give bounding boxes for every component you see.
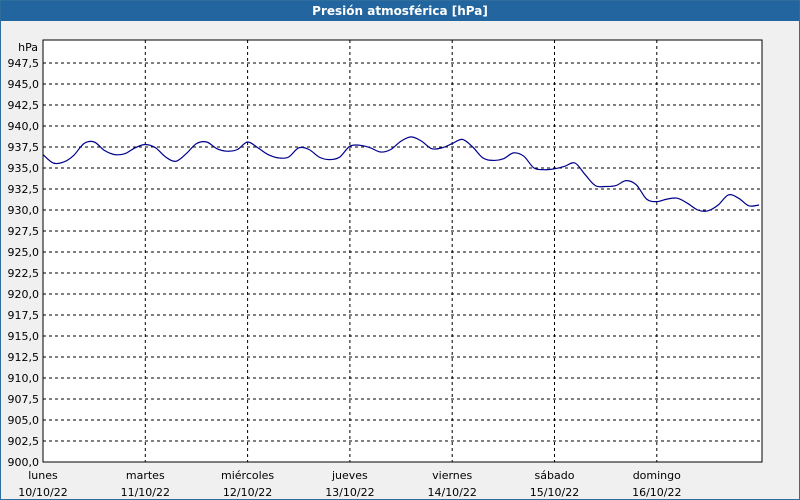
series-line bbox=[42, 136, 760, 212]
y-tick-label: 907,5 bbox=[8, 393, 40, 406]
x-tick-day-label: viernes bbox=[432, 469, 472, 482]
x-tick-day-label: miércoles bbox=[221, 469, 274, 482]
y-tick-label: 932,5 bbox=[8, 183, 40, 196]
y-tick-label: 947,5 bbox=[8, 57, 40, 70]
y-tick-label: 922,5 bbox=[8, 267, 40, 280]
y-tick-label: 900,0 bbox=[8, 456, 40, 469]
x-tick-day-label: lunes bbox=[28, 469, 58, 482]
x-tick-date-label: 15/10/22 bbox=[530, 486, 579, 499]
y-axis-unit-label: hPa bbox=[18, 41, 38, 54]
y-tick-label: 927,5 bbox=[8, 225, 40, 238]
y-tick-label: 912,5 bbox=[8, 351, 40, 364]
y-axis: 900,0 902,5 905,0 907,5 910,0 912,5 915,0 917,5… bbox=[8, 57, 40, 469]
plot-area bbox=[42, 39, 763, 463]
pressure-chart: 900,0 902,5 905,0 907,5 910,0 912,5 915,0 917,5… bbox=[8, 39, 763, 499]
y-tick-label: 917,5 bbox=[8, 309, 40, 322]
x-tick-day-label: domingo bbox=[633, 469, 681, 482]
y-tick-label: 942,5 bbox=[8, 99, 40, 112]
y-tick-label: 940,0 bbox=[8, 120, 40, 133]
x-tick-date-label: 11/10/22 bbox=[121, 486, 170, 499]
x-tick-day-label: martes bbox=[126, 469, 165, 482]
y-tick-label: 935,0 bbox=[8, 162, 40, 175]
grid bbox=[43, 40, 762, 462]
y-tick-label: 910,0 bbox=[8, 372, 40, 385]
x-tick-date-label: 14/10/22 bbox=[427, 486, 476, 499]
y-tick-label: 905,0 bbox=[8, 414, 40, 427]
x-tick-day-label: sábado bbox=[535, 469, 575, 482]
x-tick-date-label: 13/10/22 bbox=[325, 486, 374, 499]
y-tick-label: 902,5 bbox=[8, 435, 40, 448]
y-tick-label: 937,5 bbox=[8, 141, 40, 154]
y-tick-label: 945,0 bbox=[8, 78, 40, 91]
y-tick-label: 930,0 bbox=[8, 204, 40, 217]
y-tick-label: 915,0 bbox=[8, 330, 40, 343]
x-axis: lunes 10/10/22 martes 11/10/22 miércoles 12/1… bbox=[18, 469, 681, 499]
chart-title: Presión atmosférica [hPa] bbox=[1, 1, 799, 21]
y-tick-label: 920,0 bbox=[8, 288, 40, 301]
x-tick-day-label: jueves bbox=[331, 469, 368, 482]
x-tick-date-label: 16/10/22 bbox=[632, 486, 681, 499]
x-tick-date-label: 10/10/22 bbox=[18, 486, 67, 499]
y-tick-label: 925,0 bbox=[8, 246, 40, 259]
x-tick-date-label: 12/10/22 bbox=[223, 486, 272, 499]
